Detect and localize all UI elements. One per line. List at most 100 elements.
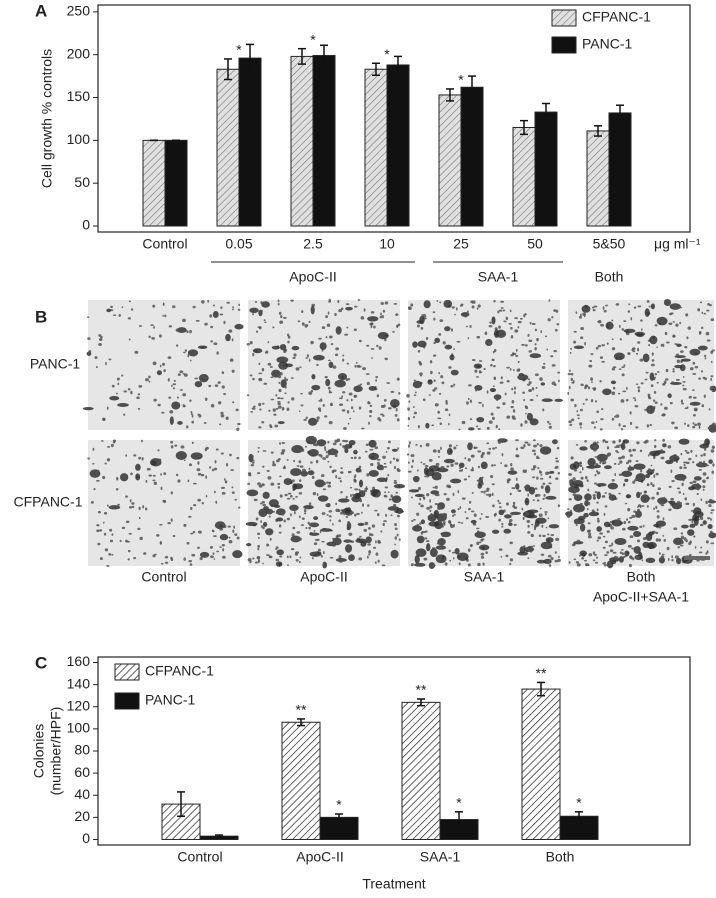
cell <box>529 398 534 402</box>
significance-marker: * <box>576 795 582 811</box>
cell <box>457 508 460 511</box>
cell <box>310 340 314 345</box>
cell <box>289 555 292 559</box>
cell <box>594 473 597 477</box>
cell <box>512 504 516 508</box>
cell <box>656 381 659 384</box>
cell <box>190 506 193 511</box>
micrograph <box>82 299 244 431</box>
cell <box>141 457 144 461</box>
cell <box>258 426 262 429</box>
x-tick-label: ApoC-II <box>296 849 343 865</box>
cell <box>248 473 252 477</box>
cell <box>691 520 694 523</box>
cell <box>551 364 556 367</box>
cell <box>690 401 701 406</box>
cell <box>620 548 624 551</box>
cell <box>612 386 616 390</box>
cell <box>704 377 707 381</box>
cell <box>596 471 601 475</box>
cell <box>533 545 535 547</box>
cell <box>232 401 235 404</box>
cell <box>625 399 629 402</box>
column-label: Control <box>141 569 186 585</box>
cell <box>528 350 533 353</box>
cell <box>272 510 276 513</box>
cell <box>612 366 617 369</box>
cell <box>467 548 471 552</box>
cell <box>575 523 578 527</box>
cell <box>270 482 275 486</box>
cell <box>480 490 484 493</box>
cell <box>658 556 665 564</box>
legend-label: CFPANC-1 <box>582 9 651 25</box>
cell <box>579 408 584 412</box>
cell <box>610 526 614 530</box>
cell <box>357 299 361 301</box>
cell <box>349 417 352 420</box>
cell <box>159 541 162 545</box>
cell <box>572 479 584 487</box>
cell <box>335 474 338 479</box>
cell <box>273 413 277 416</box>
cell <box>218 401 222 405</box>
cell <box>534 343 537 346</box>
cell <box>130 472 133 476</box>
cell <box>424 537 428 540</box>
cell <box>380 413 384 416</box>
cell <box>548 537 551 540</box>
cell <box>472 523 477 526</box>
cell <box>371 357 374 359</box>
cell <box>246 342 250 346</box>
cell <box>656 510 660 513</box>
cell <box>695 454 698 457</box>
cell <box>279 475 282 478</box>
cell <box>498 309 503 312</box>
cell <box>515 484 518 488</box>
cell <box>591 381 593 384</box>
cell <box>593 449 597 452</box>
cell <box>437 410 441 414</box>
cell <box>501 453 504 457</box>
cell <box>298 492 303 495</box>
x-tick-label: 50 <box>527 236 543 252</box>
cell <box>429 505 433 509</box>
bar <box>521 688 561 840</box>
cell <box>292 498 295 500</box>
cell <box>487 493 492 497</box>
cell <box>637 386 641 389</box>
cell <box>490 412 494 416</box>
cell <box>594 482 597 485</box>
cell <box>692 373 697 375</box>
cell <box>189 329 192 334</box>
cell <box>375 552 379 556</box>
cell <box>477 485 480 488</box>
cell <box>407 407 411 411</box>
cell <box>684 449 688 452</box>
cell <box>700 546 703 549</box>
cell <box>381 315 384 319</box>
cell <box>676 558 680 561</box>
cell <box>529 418 539 426</box>
cell <box>184 349 188 352</box>
cell <box>375 379 378 382</box>
cell <box>700 454 703 457</box>
cell <box>601 408 604 411</box>
cell <box>603 512 606 516</box>
cell <box>489 387 496 393</box>
cell <box>113 314 117 317</box>
cell <box>420 504 424 508</box>
cell <box>547 420 550 424</box>
cell <box>438 371 440 375</box>
cell <box>231 338 234 342</box>
y-tick-label: 50 <box>74 174 90 190</box>
cell <box>533 524 537 529</box>
cell <box>623 483 626 486</box>
cell <box>573 461 580 470</box>
cell <box>531 322 536 326</box>
cell <box>451 514 455 517</box>
cell <box>517 489 522 493</box>
cell <box>346 444 349 448</box>
cell <box>591 421 595 424</box>
cell <box>685 461 690 464</box>
